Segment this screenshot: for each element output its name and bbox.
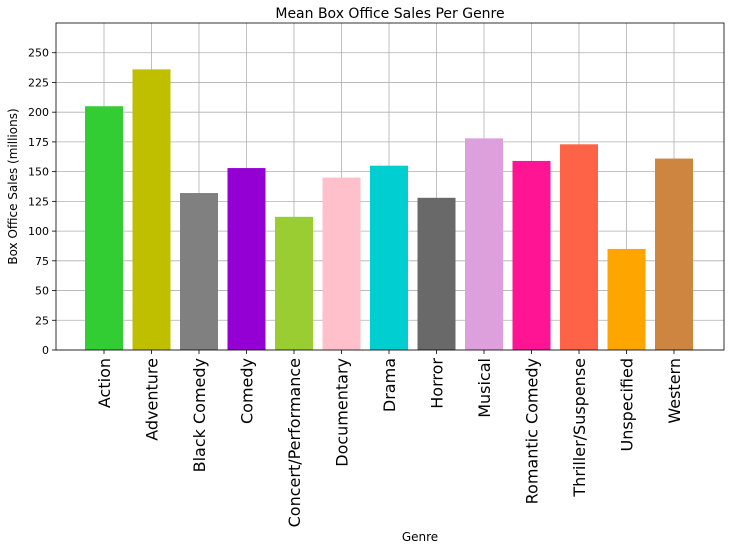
x-tick-label: Horror [428,358,447,409]
y-tick-label: 25 [35,314,49,327]
x-tick-label: Musical [475,358,494,418]
y-axis-label: Box Office Sales (millions) [6,108,20,264]
x-tick-label: Concert/Performance [285,358,304,527]
y-tick-label: 50 [35,285,49,298]
x-tick-label: Thriller/Suspense [570,358,589,498]
y-tick-label: 250 [28,47,49,60]
bar-horror [417,197,456,350]
plot-frame [55,22,725,351]
x-tick-label: Romantic Comedy [523,358,542,504]
bar-documentary [322,177,361,350]
y-tick-label: 100 [28,225,49,238]
x-tick-label: Drama [380,358,399,412]
y-tick-label: 75 [35,255,49,268]
bar-action [85,106,123,351]
x-tick-label: Black Comedy [190,358,209,472]
y-tick-label: 150 [28,166,49,179]
chart-title: Mean Box Office Sales Per Genre [275,6,504,22]
y-tick-label: 125 [28,195,49,208]
x-axis-label: Genre [402,530,438,544]
x-tick-label: Comedy [238,358,257,424]
y-tick-label: 200 [28,106,49,119]
bar-black-comedy [180,193,218,350]
bars [85,69,693,351]
y-tick-label: 225 [28,76,49,89]
plot-border [55,22,725,351]
bar-adventure [132,69,171,350]
y-tick-label: 175 [28,136,49,149]
x-axis-ticks: Action Adventure Black Comedy Comedy Concert… [95,350,684,527]
bar-romantic-comedy [512,160,551,350]
bar-drama [370,165,408,350]
x-tick-label: Adventure [143,358,162,441]
x-tick-label: Western [665,358,684,424]
bar-thriller-suspense [560,144,598,350]
x-tick-label: Action [95,358,114,408]
y-tick-label: 0 [42,344,49,357]
bar-concert-performance [275,216,313,350]
bar-musical [465,138,503,350]
y-axis-ticks: 0 25 50 75 100 125 150 175 200 225 250 [28,47,56,357]
x-tick-label: Documentary [333,358,352,467]
x-tick-label: Unspecified [618,358,637,452]
bar-western [655,158,693,350]
bar-unspecified [607,248,646,350]
bar-comedy [227,168,266,350]
